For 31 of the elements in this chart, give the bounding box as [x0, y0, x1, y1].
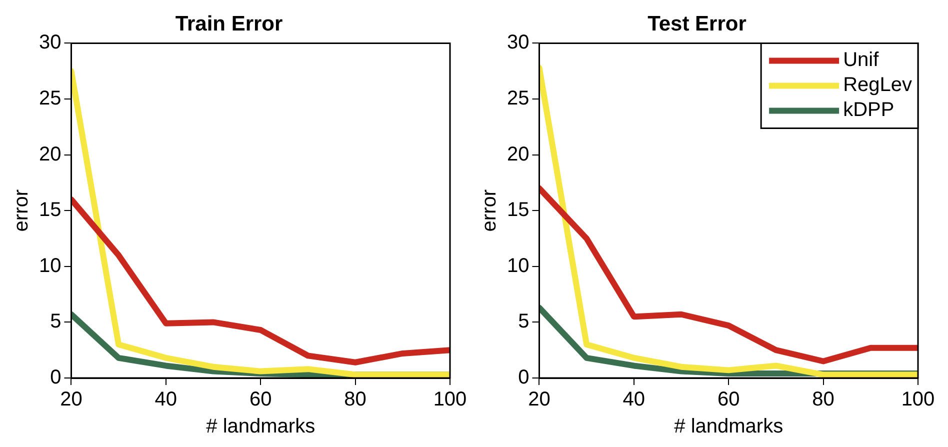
x-tick-label: 60	[250, 388, 272, 411]
y-tick-label: 15	[38, 199, 62, 222]
y-tick-label: 5	[50, 310, 62, 333]
y-axis-title: error	[10, 189, 33, 232]
y-tick-label: 20	[506, 143, 530, 166]
y-tick-label: 25	[38, 88, 62, 110]
x-tick-label: 40	[154, 388, 178, 411]
legend-label: Unif	[843, 49, 880, 72]
x-axis-title: # landmarks	[206, 416, 316, 438]
y-tick-label: 15	[506, 199, 530, 222]
x-tick-label: 100	[433, 388, 467, 411]
y-tick-label: 10	[506, 254, 530, 277]
chart-title: Test Error	[648, 12, 746, 36]
x-tick-label: 60	[718, 388, 740, 411]
x-axis-title: # landmarks	[674, 416, 784, 438]
x-tick-label: 40	[622, 388, 646, 411]
y-tick-label: 5	[518, 310, 530, 333]
y-axis-title: error	[478, 189, 501, 232]
legend-label: RegLev	[843, 74, 912, 96]
y-tick-label: 30	[506, 32, 530, 54]
y-tick-label: 0	[50, 366, 62, 389]
y-tick-label: 30	[38, 32, 62, 54]
x-tick-label: 80	[344, 388, 366, 411]
legend-label: kDPP	[843, 99, 894, 122]
y-tick-label: 20	[38, 143, 62, 166]
x-tick-label: 100	[901, 388, 935, 411]
y-tick-label: 10	[38, 254, 62, 277]
x-tick-label: 80	[812, 388, 834, 411]
y-tick-label: 25	[506, 88, 530, 110]
chart-title: Train Error	[175, 12, 283, 36]
y-tick-label: 0	[518, 366, 530, 389]
